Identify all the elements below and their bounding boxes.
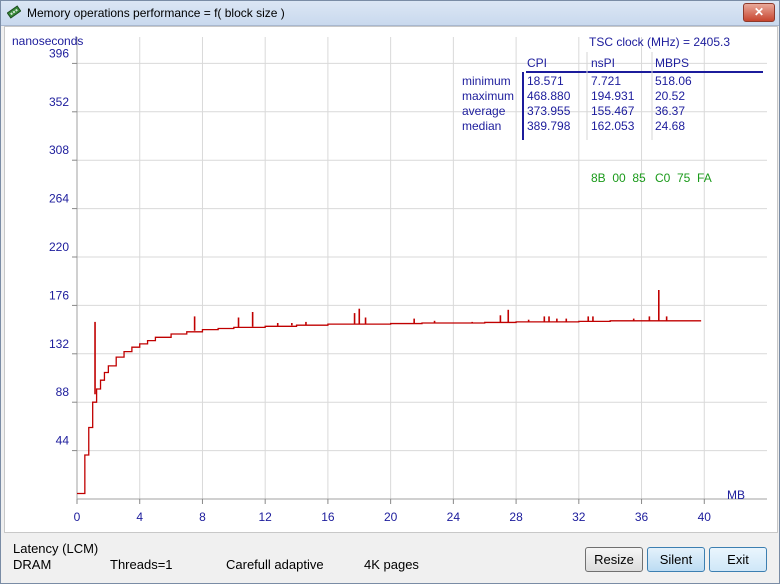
x-tick-label: 16 [321,510,335,524]
y-tick-label: 132 [49,337,69,351]
y-tick-label: 308 [49,143,69,157]
close-button[interactable]: ✕ [743,3,775,22]
stats-cell: 155.467 [591,104,635,118]
resize-button[interactable]: Resize [585,547,643,572]
x-tick-label: 4 [136,510,143,524]
stats-cell: 468.880 [527,89,571,103]
y-tick-label: 220 [49,240,69,254]
exit-button[interactable]: Exit [709,547,767,572]
stats-cell: 389.798 [527,119,571,133]
x-tick-label: 28 [509,510,523,524]
memory-type-label: DRAM [13,557,52,572]
stats-panel: TSC clock (MHz) = 2405.3 CPI nsPI MBPS m… [462,35,763,185]
x-tick-label: 8 [199,510,206,524]
stats-cell: 7.721 [591,74,621,88]
data-series [77,290,702,495]
stats-cell: 36.37 [655,104,685,118]
y-tick-label: 352 [49,95,69,109]
hex-dump-left: 8B 00 85 [591,171,646,185]
stats-cell: 20.52 [655,89,685,103]
y-tick-label: 176 [49,288,69,302]
threads-label: Threads=1 [110,557,173,572]
hex-dump-right: C0 75 FA [655,171,712,185]
y-tick-label: 88 [56,385,70,399]
axes [76,37,767,500]
stats-cell: 194.931 [591,89,635,103]
latency-curve-line [77,320,702,495]
stats-cell: 162.053 [591,119,635,133]
stats-cell: 18.571 [527,74,564,88]
x-tick-label: 0 [74,510,81,524]
stats-row-label: average [462,104,506,118]
window-title: Memory operations performance = f( block… [27,6,285,20]
stats-row-label: minimum [462,74,511,88]
y-tick-label: 396 [49,46,69,60]
stats-cell: 373.955 [527,104,571,118]
title-bar[interactable]: Memory operations performance = f( block… [1,1,779,26]
stats-cell: 24.68 [655,119,685,133]
y-axis-ticks: 44 88 132 176 220 264 308 352 396 [49,46,77,452]
silent-button[interactable]: Silent [647,547,705,572]
stats-header-mbps: MBPS [655,56,689,70]
x-tick-label: 20 [384,510,398,524]
x-tick-label: 40 [698,510,712,524]
x-tick-label: 36 [635,510,649,524]
x-axis-label: MB [727,488,745,502]
latency-chart: 0 4 8 12 16 20 24 28 32 36 40 44 88 132 176 220 264 308 3… [12,34,767,524]
stats-row-label: maximum [462,89,514,103]
x-tick-label: 24 [447,510,461,524]
page-size-label: 4K pages [364,557,419,572]
y-axis-label: nanoseconds [12,34,83,48]
x-tick-label: 32 [572,510,586,524]
stats-header-nspi: nsPI [591,56,615,70]
stats-row-label: median [462,119,501,133]
y-tick-label: 264 [49,192,69,206]
tsc-clock-label: TSC clock (MHz) = 2405.3 [589,35,730,49]
method-label: Carefull adaptive [226,557,324,572]
latency-mode-label: Latency (LCM) [13,541,99,556]
stats-cell: 518.06 [655,74,692,88]
stats-header-cpi: CPI [527,56,547,70]
x-tick-label: 12 [259,510,273,524]
chart-area: 0 4 8 12 16 20 24 28 32 36 40 44 88 132 176 220 264 308 3… [4,26,778,533]
y-tick-label: 44 [56,434,70,448]
memory-chip-icon [7,5,21,19]
x-axis-ticks: 0 4 8 12 16 20 24 28 32 36 40 [74,499,712,524]
